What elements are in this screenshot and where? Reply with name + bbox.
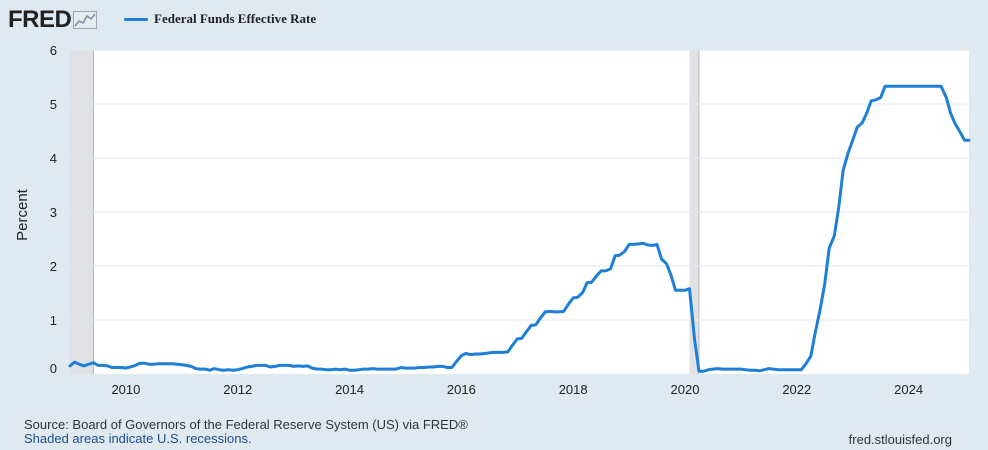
line-chart: 0 1 2 3 4 5 6 2010 2012 2014 2016 2018 2020 2022 2024… <box>14 43 971 397</box>
logo-text: FRED <box>8 6 72 33</box>
source-text: Source: Board of Governors of the Federa… <box>24 417 468 432</box>
series-layer <box>68 84 971 373</box>
grid-lines <box>70 49 969 321</box>
y-tick-label: 6 <box>50 43 57 58</box>
y-tick-label: 3 <box>50 205 57 220</box>
x-tick-label: 2012 <box>223 382 252 397</box>
source-note: Source: Board of Governors of the Federa… <box>24 418 468 446</box>
y-tick-labels: 0 1 2 3 4 5 6 <box>50 43 57 376</box>
recession-note[interactable]: Shaded areas indicate U.S. recessions. <box>24 431 252 446</box>
y-tick-label: 0 <box>50 361 57 376</box>
y-tick-label: 1 <box>50 313 57 328</box>
legend-swatch <box>124 17 148 21</box>
x-tick-label: 2014 <box>335 382 364 397</box>
x-tick-label: 2022 <box>782 382 811 397</box>
legend-label: Federal Funds Effective Rate <box>154 11 317 26</box>
chart-legend: Federal Funds Effective Rate <box>124 11 316 27</box>
series-line-federal-funds-rate <box>68 84 971 373</box>
y-tick-label: 4 <box>50 151 57 166</box>
y-tick-label: 2 <box>50 259 57 274</box>
x-tick-label: 2010 <box>111 382 140 397</box>
x-tick-label: 2016 <box>447 382 476 397</box>
site-link[interactable]: fred.stlouisfed.org <box>848 432 952 447</box>
x-tick-label: 2024 <box>894 382 923 397</box>
y-axis-label: Percent <box>14 188 31 241</box>
x-tick-label: 2020 <box>671 382 700 397</box>
x-tick-labels: 2010 2012 2014 2016 2018 2020 2022 2024 <box>111 382 923 397</box>
y-tick-label: 5 <box>50 97 57 112</box>
fred-logo: FRED <box>8 6 98 34</box>
x-tick-label: 2018 <box>559 382 588 397</box>
logo-graph-icon <box>73 11 98 29</box>
